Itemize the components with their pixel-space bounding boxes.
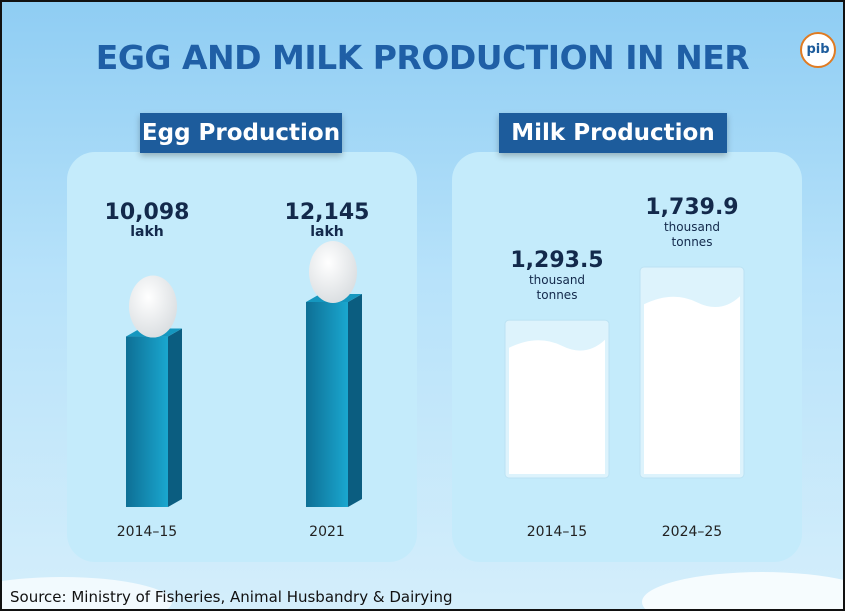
bar — [306, 302, 348, 507]
source: Source: Ministry of Fisheries, Animal Hu… — [10, 588, 453, 606]
value-label: 12,145 — [284, 200, 370, 225]
egg — [309, 241, 357, 303]
unit-label: thousand tonnes — [663, 220, 721, 249]
unit-label: lakh — [310, 224, 344, 240]
panel-title: Milk Production — [499, 113, 727, 153]
bar — [126, 336, 168, 507]
unit-label: thousand tonnes — [528, 273, 586, 303]
milk — [644, 296, 740, 474]
bar-side — [168, 328, 182, 507]
bar-side — [348, 294, 362, 507]
panel-title: Egg Production — [140, 113, 342, 153]
value-label: 1,739.9 — [645, 195, 739, 220]
logo: pib — [800, 32, 836, 68]
value-label: 10,098 — [104, 200, 190, 225]
category-label: 2021 — [309, 524, 345, 540]
unit-label: lakh — [130, 224, 164, 240]
milk — [509, 339, 605, 474]
category-label: 2014–15 — [116, 524, 178, 540]
title: EGG AND MILK PRODUCTION IN NER — [95, 38, 750, 77]
category-label: 2024–25 — [661, 524, 723, 540]
egg — [129, 275, 177, 338]
value-label: 1,293.5 — [510, 248, 604, 274]
milk-splash — [642, 572, 843, 609]
milk-splash — [2, 577, 172, 609]
category-label: 2014–15 — [526, 524, 588, 540]
